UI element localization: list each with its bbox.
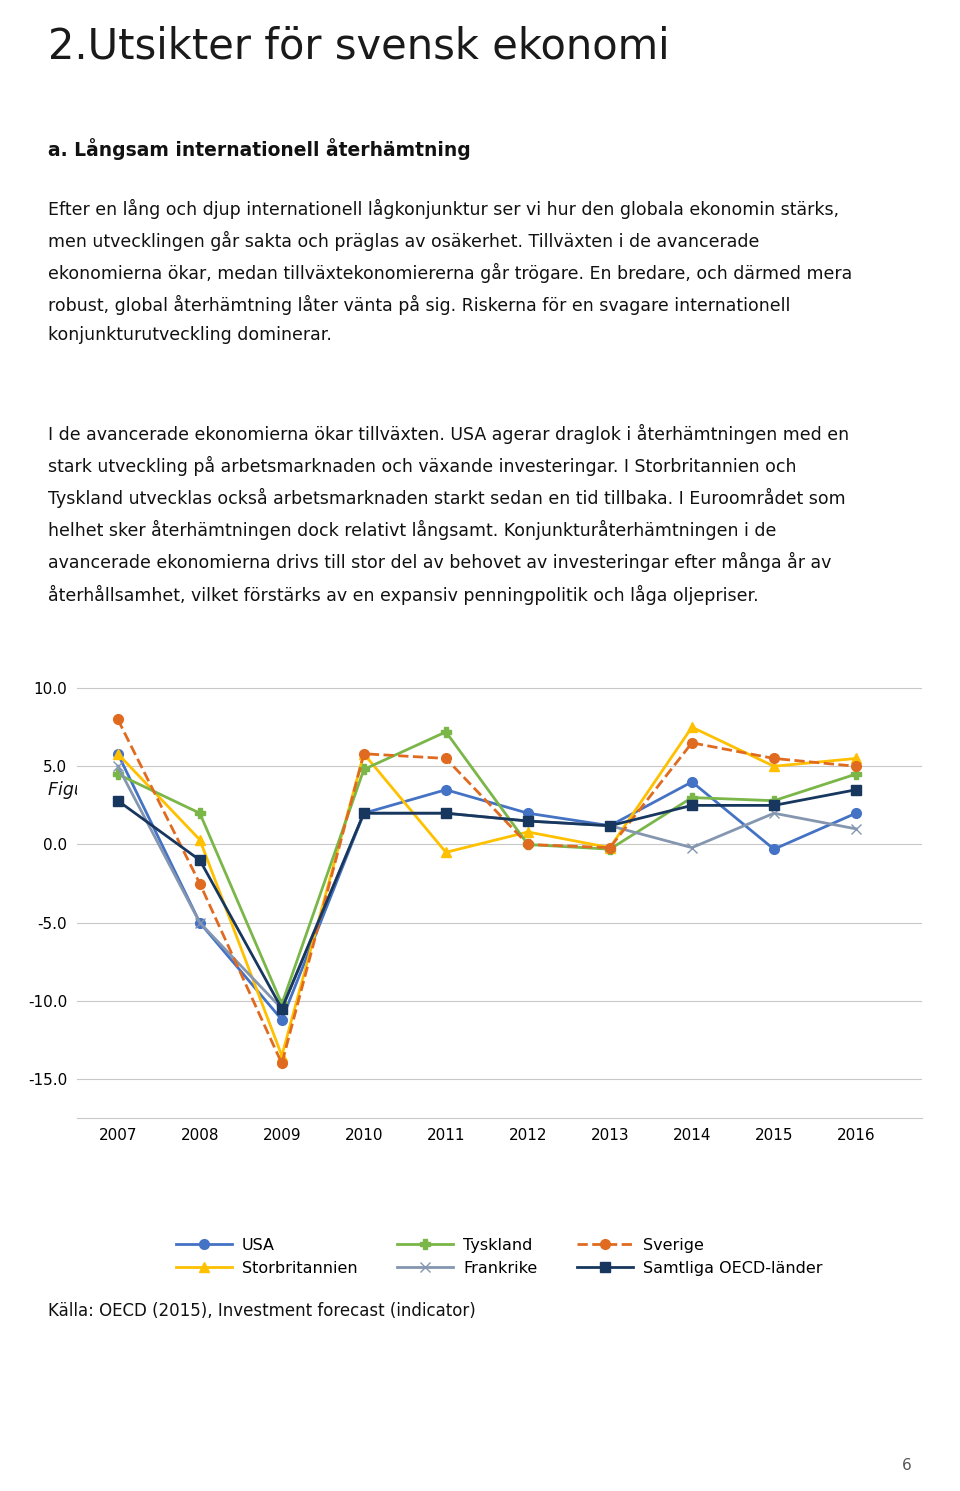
Sverige [686, 734, 698, 751]
Frankrike [522, 813, 534, 830]
Samtliga OECD-länder [686, 796, 698, 814]
Samtliga OECD-länder [768, 796, 780, 814]
Samtliga OECD-länder [276, 1000, 288, 1018]
Storbritannien [604, 838, 615, 856]
Storbritannien [686, 719, 698, 737]
Text: Figur 1. Fasta bruttoinvesteringar i avancerade ekonomier. Årlig tillväxttakt i : Figur 1. Fasta bruttoinvesteringar i ava… [48, 778, 794, 799]
Sverige [522, 835, 534, 853]
Text: Källa: OECD (2015), Investment forecast (indicator): Källa: OECD (2015), Investment forecast … [48, 1302, 476, 1320]
Samtliga OECD-länder [440, 804, 451, 822]
Line: Tyskland: Tyskland [113, 728, 861, 1009]
Tyskland [851, 765, 862, 783]
Sverige [276, 1054, 288, 1072]
Sverige [851, 757, 862, 775]
Sverige [440, 750, 451, 768]
Line: Storbritannien: Storbritannien [113, 722, 861, 1060]
Storbritannien [112, 746, 124, 763]
Legend: USA, Storbritannien, Tyskland, Frankrike, Sverige, Samtliga OECD-länder: USA, Storbritannien, Tyskland, Frankrike… [170, 1232, 828, 1282]
Text: 2.Utsikter för svensk ekonomi: 2.Utsikter för svensk ekonomi [48, 25, 670, 69]
Samtliga OECD-länder [851, 781, 862, 799]
Storbritannien [440, 844, 451, 862]
USA [686, 772, 698, 790]
Text: I de avancerade ekonomierna ökar tillväxten. USA agerar draglok i återhämtningen: I de avancerade ekonomierna ökar tillväx… [48, 423, 850, 604]
USA [194, 914, 205, 932]
Tyskland [768, 792, 780, 810]
Storbritannien [358, 746, 370, 763]
Samtliga OECD-länder [358, 804, 370, 822]
USA [440, 781, 451, 799]
Tyskland [686, 789, 698, 807]
Sverige [604, 838, 615, 856]
Sverige [358, 746, 370, 763]
Storbritannien [194, 830, 205, 848]
Tyskland [194, 804, 205, 822]
Text: Efter en lång och djup internationell lågkonjunktur ser vi hur den globala ekono: Efter en lång och djup internationell lå… [48, 198, 852, 344]
Frankrike [851, 820, 862, 838]
Storbritannien [522, 823, 534, 841]
USA [276, 1011, 288, 1029]
Frankrike [686, 838, 698, 856]
USA [768, 841, 780, 859]
Sverige [194, 875, 205, 893]
USA [851, 804, 862, 822]
Frankrike [358, 804, 370, 822]
Frankrike [604, 817, 615, 835]
Line: Sverige: Sverige [113, 714, 861, 1069]
Tyskland [112, 765, 124, 783]
Frankrike [768, 804, 780, 822]
Text: 6: 6 [902, 1458, 912, 1473]
Tyskland [276, 994, 288, 1012]
USA [522, 804, 534, 822]
Text: a. Långsam internationell återhämtning: a. Långsam internationell återhämtning [48, 139, 470, 161]
Frankrike [440, 804, 451, 822]
Storbritannien [768, 757, 780, 775]
Frankrike [112, 757, 124, 775]
Storbritannien [851, 750, 862, 768]
Samtliga OECD-länder [604, 817, 615, 835]
Line: USA: USA [113, 748, 861, 1024]
USA [112, 746, 124, 763]
Samtliga OECD-länder [522, 813, 534, 830]
Samtliga OECD-länder [194, 851, 205, 869]
Line: Samtliga OECD-länder: Samtliga OECD-länder [113, 784, 861, 1014]
Sverige [112, 710, 124, 728]
Storbritannien [276, 1047, 288, 1065]
Tyskland [358, 760, 370, 778]
Tyskland [522, 835, 534, 853]
Frankrike [194, 914, 205, 932]
Samtliga OECD-länder [112, 792, 124, 810]
Frankrike [276, 1000, 288, 1018]
Tyskland [440, 723, 451, 741]
USA [358, 804, 370, 822]
Tyskland [604, 841, 615, 859]
Line: Frankrike: Frankrike [113, 762, 861, 1014]
Sverige [768, 750, 780, 768]
USA [604, 817, 615, 835]
